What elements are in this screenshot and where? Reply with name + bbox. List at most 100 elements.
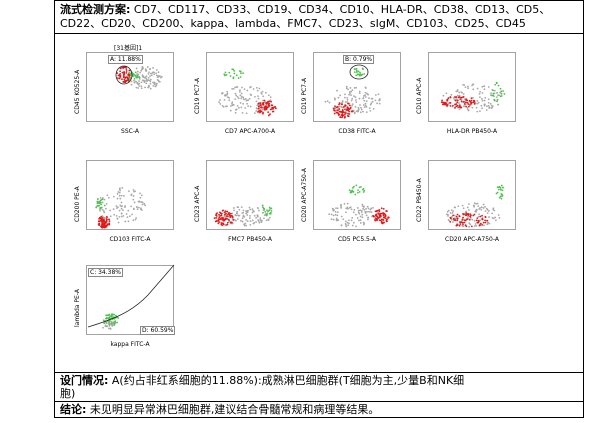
event-dot — [339, 116, 342, 119]
event-dot — [118, 77, 121, 80]
event-dot — [115, 207, 118, 210]
plot-frame — [313, 52, 401, 122]
event-dot — [236, 86, 239, 88]
event-dot — [366, 92, 368, 95]
event-dot — [463, 221, 466, 224]
event-dot — [262, 103, 265, 105]
event-dot — [375, 213, 377, 216]
event-dot — [135, 80, 138, 83]
gate-label: B: 0.79% — [343, 55, 375, 64]
event-dot — [467, 103, 470, 106]
event-dot — [451, 212, 454, 214]
event-dot — [141, 68, 144, 71]
x-axis-label: HLA-DR PB450-A — [446, 128, 498, 135]
event-dot — [121, 78, 123, 81]
event-dot — [452, 214, 455, 217]
event-dot — [105, 219, 108, 222]
event-dot — [139, 196, 142, 199]
event-dot — [484, 219, 487, 222]
event-dot — [441, 99, 444, 102]
event-dot — [477, 205, 480, 208]
event-dot — [344, 220, 347, 223]
event-dot — [145, 82, 148, 85]
conclusion: 结论: 未见明显异常淋巴细胞群,建议结合骨髓常规和病理等结果。 — [60, 403, 379, 416]
event-dot — [455, 217, 457, 220]
event-dot — [257, 97, 260, 100]
event-dot — [498, 196, 501, 199]
event-dot — [454, 219, 457, 222]
event-dot — [463, 98, 466, 101]
event-dot — [232, 76, 235, 79]
event-dot — [454, 103, 456, 106]
event-dot — [499, 95, 502, 98]
event-dot — [338, 103, 340, 106]
event-dot — [112, 208, 115, 211]
event-dot — [449, 101, 452, 104]
event-dot — [231, 102, 233, 105]
event-dot — [357, 106, 360, 109]
event-dot — [103, 198, 106, 201]
event-dot — [226, 217, 228, 220]
event-dot — [262, 95, 265, 98]
event-dot — [225, 74, 228, 76]
event-dot — [374, 210, 377, 213]
event-dot — [257, 107, 260, 110]
event-dot — [112, 195, 115, 198]
event-dot — [374, 217, 377, 219]
event-dot — [333, 97, 336, 100]
event-dot — [127, 220, 130, 223]
event-dot — [153, 73, 156, 76]
event-dot — [241, 220, 244, 223]
event-dot — [119, 204, 122, 207]
event-dot — [446, 98, 449, 101]
event-dot — [267, 94, 270, 97]
event-dot — [224, 210, 227, 213]
event-dot — [148, 71, 150, 74]
event-dot — [270, 207, 273, 210]
event-dot — [138, 76, 140, 78]
event-dot — [343, 113, 346, 116]
plot-p4: CD10 APC-A HLA-DR PB450-A — [416, 52, 516, 135]
event-dot — [136, 206, 138, 208]
event-dot — [369, 109, 372, 112]
event-dot — [359, 73, 362, 76]
event-dot — [492, 94, 495, 97]
event-dot — [348, 104, 351, 107]
y-axis-label: CD22 PB450-A — [416, 178, 423, 222]
event-dot — [350, 90, 353, 93]
event-dot — [347, 109, 350, 112]
event-dot — [362, 104, 365, 106]
event-dot — [110, 314, 113, 317]
event-dot — [239, 72, 242, 75]
event-dot — [454, 106, 456, 109]
event-dot — [255, 110, 258, 112]
event-dot — [459, 221, 462, 224]
event-dot — [116, 321, 118, 324]
event-dot — [330, 213, 333, 216]
event-dot — [133, 81, 136, 84]
event-dot — [358, 186, 361, 189]
x-axis-label: kappa FITC-A — [110, 341, 150, 348]
event-dot — [346, 106, 349, 109]
event-dot — [484, 205, 487, 208]
event-dot — [221, 92, 224, 94]
event-dot — [468, 99, 471, 102]
event-dot — [105, 317, 108, 320]
event-dot — [125, 72, 128, 74]
event-dot — [239, 70, 242, 73]
event-dot — [246, 99, 249, 102]
event-dot — [462, 223, 464, 226]
event-dot — [334, 210, 337, 213]
event-dot — [150, 74, 153, 77]
event-dot — [251, 211, 254, 214]
event-dot — [105, 221, 107, 224]
event-dot — [500, 197, 503, 200]
event-dot — [117, 191, 120, 193]
event-dot — [497, 103, 500, 106]
event-dot — [479, 219, 482, 222]
event-dot — [233, 72, 236, 75]
event-dot — [358, 97, 361, 100]
event-dot — [130, 205, 132, 208]
event-dot — [102, 216, 105, 219]
event-dot — [111, 324, 114, 327]
